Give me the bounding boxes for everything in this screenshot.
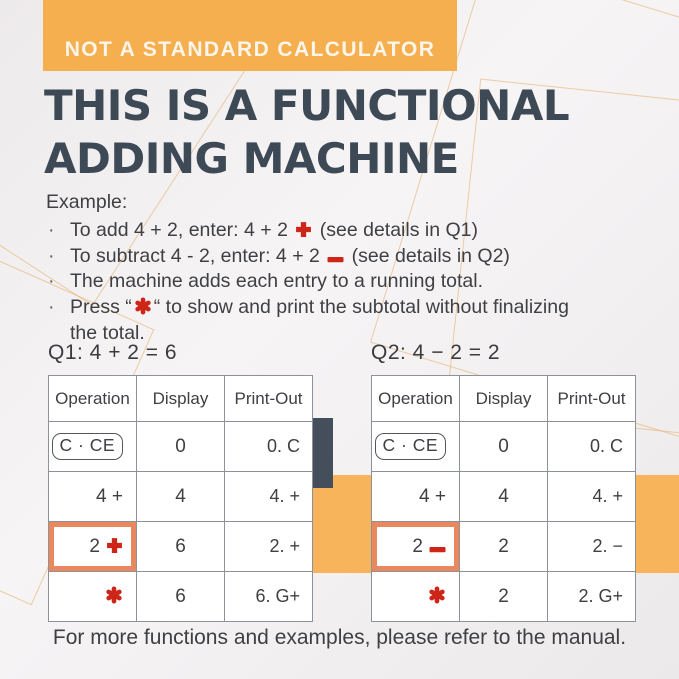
- printout-cell: 4. +: [224, 471, 313, 522]
- operation-cell: [371, 571, 460, 622]
- banner-label: NOT A STANDARD CALCULATOR: [64, 38, 436, 61]
- table-row: 2 2. G+: [371, 571, 636, 622]
- example-bullet: · The machine adds each entry to a runnin…: [46, 269, 595, 295]
- printout-cell: 6. G+: [224, 571, 313, 622]
- display-cell: 4: [136, 471, 225, 522]
- asterisk-icon: [428, 586, 446, 604]
- operation-cell: 4 +: [371, 471, 460, 522]
- minus-icon: [327, 255, 344, 264]
- example-bullet: · Press ““ to show and print the subtotal…: [48, 296, 569, 344]
- table-row: 6 6. G+: [48, 571, 313, 622]
- plus-icon: [106, 537, 123, 554]
- q1-table-section: Q1: 4 + 2 = 6 Operation Display Print-Out C…: [48, 341, 313, 622]
- table-row: C · CE 0 0. C: [48, 421, 313, 472]
- table-row: 4 +4 4. +: [371, 471, 636, 522]
- example-bullet: · To add 4 + 2, enter: 4 + 2 (see details…: [46, 218, 595, 244]
- plus-icon: [295, 221, 312, 238]
- asterisk-icon: [105, 586, 123, 604]
- printout-cell: 0. C: [547, 421, 636, 472]
- table-row: C · CE 0 0. C: [371, 421, 636, 472]
- display-cell: 6: [136, 571, 225, 622]
- display-cell: 0: [459, 421, 548, 472]
- table-row: 2 6 2. +: [48, 521, 313, 572]
- display-cell: 6: [136, 521, 225, 572]
- table-row: 4 +4 4. +: [48, 471, 313, 522]
- bullet-marker: ·: [48, 296, 55, 319]
- printout-cell: 0. C: [224, 421, 313, 472]
- operation-cell: 2: [371, 521, 460, 572]
- column-header: Operation: [371, 375, 460, 422]
- printout-cell: 2. +: [224, 521, 313, 572]
- example-section: Example: · To add 4 + 2, enter: 4 + 2 (se…: [46, 190, 621, 347]
- printout-cell: 4. +: [547, 471, 636, 522]
- example-bullet-list: · To add 4 + 2, enter: 4 + 2 (see details…: [46, 218, 621, 347]
- example-bullet: · To subtract 4 - 2, enter: 4 + 2 (see de…: [46, 244, 595, 270]
- printout-cell: 2. G+: [547, 571, 636, 622]
- operation-cell: C · CE: [371, 421, 460, 472]
- asterisk-icon: [134, 297, 152, 315]
- clear-key-label: C · CE: [51, 433, 123, 460]
- example-heading: Example:: [46, 191, 128, 213]
- operation-cell: C · CE: [48, 421, 137, 472]
- q2-caption: Q2: 4 − 2 = 2: [371, 341, 501, 364]
- bullet-marker: ·: [48, 244, 55, 267]
- title-line-1: THIS IS A FUNCTIONAL: [44, 81, 570, 130]
- column-header: Print-Out: [547, 375, 636, 422]
- display-cell: 4: [459, 471, 548, 522]
- table-row: 2 2 2. −: [371, 521, 636, 572]
- page-title: THIS IS A FUNCTIONAL ADDING MACHINE: [44, 79, 570, 185]
- column-header: Display: [136, 375, 225, 422]
- operation-cell: [48, 571, 137, 622]
- top-banner: NOT A STANDARD CALCULATOR: [43, 0, 457, 71]
- footer-note: For more functions and examples, please …: [52, 626, 627, 649]
- column-header: Print-Out: [224, 375, 313, 422]
- operation-cell: 4 +: [48, 471, 137, 522]
- clear-key-label: C · CE: [374, 433, 446, 460]
- minus-icon: [429, 545, 446, 554]
- bullet-marker: ·: [48, 270, 55, 293]
- q1-caption: Q1: 4 + 2 = 6: [48, 341, 178, 364]
- column-header: Display: [459, 375, 548, 422]
- display-cell: 2: [459, 521, 548, 572]
- title-line-2: ADDING MACHINE: [44, 134, 459, 183]
- display-cell: 2: [459, 571, 548, 622]
- printout-cell: 2. −: [547, 521, 636, 572]
- display-cell: 0: [136, 421, 225, 472]
- column-header: Operation: [48, 375, 137, 422]
- operation-cell: 2: [48, 521, 137, 572]
- bullet-marker: ·: [48, 218, 55, 241]
- q2-table-section: Q2: 4 − 2 = 2 Operation Display Print-Out C…: [371, 341, 636, 622]
